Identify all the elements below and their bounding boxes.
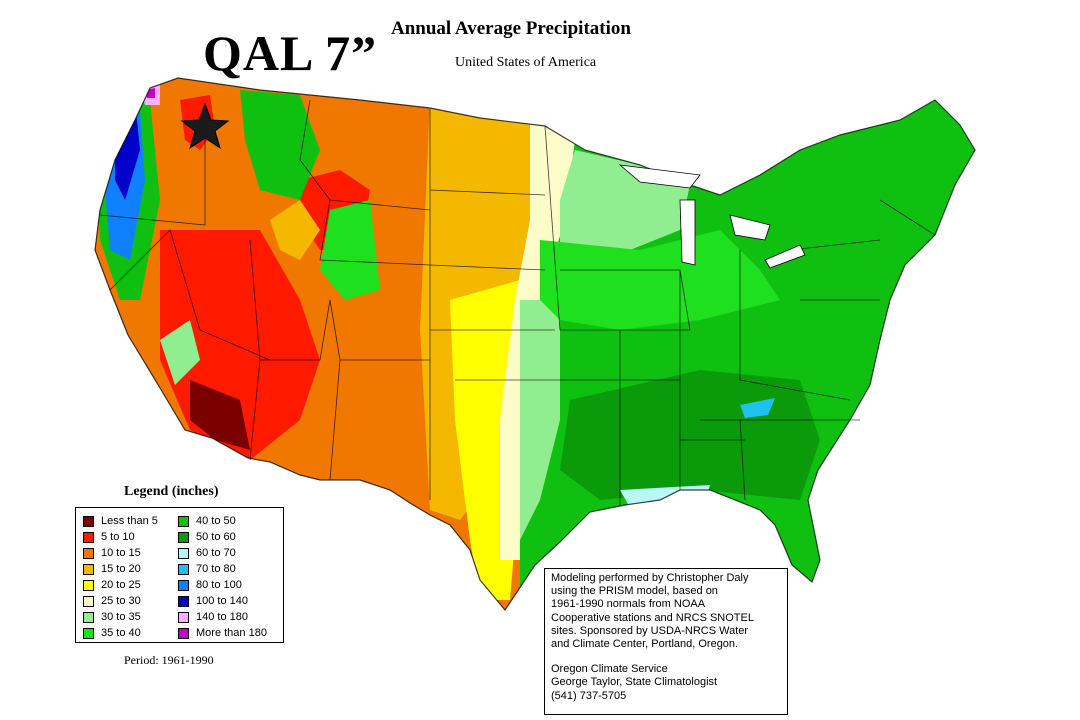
legend: Less than 5 5 to 10 10 to 15 15 to 20 20… xyxy=(75,507,284,643)
zone-lt5 xyxy=(190,380,250,450)
zone-35-40 xyxy=(540,230,780,330)
great-lakes xyxy=(618,164,806,269)
legend-label: 30 to 35 xyxy=(101,611,141,623)
legend-item: 5 to 10 xyxy=(83,529,158,545)
legend-swatch xyxy=(178,547,189,559)
legend-swatch xyxy=(178,595,189,607)
legend-swatch xyxy=(83,595,94,607)
legend-item: 15 to 20 xyxy=(83,561,158,577)
legend-swatch xyxy=(178,611,189,623)
credit-org-line: Oregon Climate Service xyxy=(551,663,668,676)
credit-line: Cooperative stations and NRCS SNOTEL xyxy=(551,611,754,624)
legend-label: 20 to 25 xyxy=(101,579,141,591)
legend-swatch xyxy=(178,515,189,527)
legend-label: 15 to 20 xyxy=(101,563,141,575)
lake-erie xyxy=(764,244,806,269)
legend-item: 25 to 30 xyxy=(83,593,158,609)
legend-label: 35 to 40 xyxy=(101,627,141,639)
legend-item: 50 to 60 xyxy=(178,529,267,545)
legend-item: 80 to 100 xyxy=(178,577,267,593)
legend-column-1: Less than 5 5 to 10 10 to 15 15 to 20 20… xyxy=(83,513,158,641)
period-label: Period: 1961-1990 xyxy=(124,653,214,667)
legend-swatch xyxy=(83,627,94,639)
overlay-label: QAL 7” xyxy=(203,25,378,81)
zone-25-30 xyxy=(500,120,575,560)
zone-40-50-rockies xyxy=(240,90,320,200)
legend-label: 70 to 80 xyxy=(196,563,236,575)
legend-item: Less than 5 xyxy=(83,513,158,529)
legend-swatch xyxy=(178,579,189,591)
credit-org-line: George Taylor, State Climatologist xyxy=(551,676,718,689)
legend-item: 20 to 25 xyxy=(83,577,158,593)
legend-item: 30 to 35 xyxy=(83,609,158,625)
legend-item: 70 to 80 xyxy=(178,561,267,577)
legend-label: 60 to 70 xyxy=(196,547,236,559)
legend-label: Less than 5 xyxy=(101,515,158,527)
legend-item: More than 180 xyxy=(178,625,267,641)
legend-swatch xyxy=(83,563,94,575)
page-subtitle: United States of America xyxy=(455,55,597,70)
legend-item: 10 to 15 xyxy=(83,545,158,561)
credit-line: and Climate Center, Portland, Oregon. xyxy=(551,638,739,651)
credit-org-line: (541) 737-5705 xyxy=(551,689,627,702)
legend-swatch xyxy=(83,611,94,623)
legend-label: More than 180 xyxy=(196,627,267,639)
legend-column-2: 40 to 50 50 to 60 60 to 70 70 to 80 80 t… xyxy=(178,513,267,641)
credit-line: 1961-1990 normals from NOAA xyxy=(551,598,706,611)
legend-title: Legend (inches) xyxy=(124,484,219,499)
lake-superior xyxy=(618,164,701,189)
legend-label: 80 to 100 xyxy=(196,579,242,591)
zone-35-40-colorado xyxy=(320,200,380,300)
legend-label: 100 to 140 xyxy=(196,595,248,607)
state-boundaries xyxy=(94,77,976,612)
legend-label: 40 to 50 xyxy=(196,515,236,527)
zone-70-80-appalachia xyxy=(740,398,775,418)
legend-label: 50 to 60 xyxy=(196,531,236,543)
credit-line: Modeling performed by Christopher Daly xyxy=(551,572,749,584)
zone-60-70-gulf xyxy=(620,485,710,525)
lake-huron xyxy=(729,214,771,241)
zone-30-35-sierra xyxy=(160,320,200,385)
legend-swatch xyxy=(83,579,94,591)
legend-item: 140 to 180 xyxy=(178,609,267,625)
legend-swatch xyxy=(178,627,189,639)
legend-label: 140 to 180 xyxy=(196,611,248,623)
credits-box: Modeling performed by Christopher Daly u… xyxy=(544,568,788,715)
legend-swatch xyxy=(83,515,94,527)
credit-line: using the PRISM model, based on xyxy=(551,585,718,598)
lake-michigan xyxy=(679,199,696,266)
page-title: Annual Average Precipitation xyxy=(391,18,631,39)
credit-line: sites. Sponsored by USDA-NRCS Water xyxy=(551,624,749,637)
legend-label: 5 to 10 xyxy=(101,531,135,543)
star-icon xyxy=(180,102,230,150)
zone-15-20-utah xyxy=(270,200,320,260)
legend-item: 40 to 50 xyxy=(178,513,267,529)
zone-30-35-south xyxy=(520,300,560,540)
legend-item: 60 to 70 xyxy=(178,545,267,561)
legend-item: 35 to 40 xyxy=(83,625,158,641)
legend-swatch xyxy=(83,547,94,559)
legend-label: 10 to 15 xyxy=(101,547,141,559)
legend-swatch xyxy=(178,563,189,575)
legend-item: 100 to 140 xyxy=(178,593,267,609)
legend-swatch xyxy=(178,531,189,543)
legend-label: 25 to 30 xyxy=(101,595,141,607)
legend-swatch xyxy=(83,531,94,543)
